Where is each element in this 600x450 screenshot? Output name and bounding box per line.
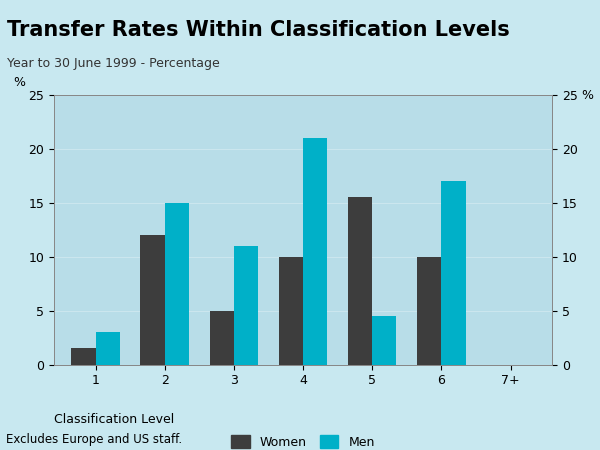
Bar xyxy=(372,316,397,364)
Bar xyxy=(279,256,303,365)
Text: Transfer Rates Within Classification Levels: Transfer Rates Within Classification Lev… xyxy=(7,20,510,40)
Bar xyxy=(417,256,442,365)
Y-axis label: %: % xyxy=(581,89,593,102)
Bar xyxy=(234,246,258,364)
Text: Excludes Europe and US staff.: Excludes Europe and US staff. xyxy=(6,432,182,446)
Bar xyxy=(442,181,466,364)
Bar xyxy=(209,310,234,365)
Bar xyxy=(95,332,120,365)
Bar xyxy=(71,348,95,364)
Legend: Women, Men: Women, Men xyxy=(226,430,380,450)
Bar xyxy=(164,202,189,364)
Bar xyxy=(303,138,327,364)
Bar xyxy=(140,235,164,364)
Bar xyxy=(348,197,372,364)
Text: Classification Level: Classification Level xyxy=(54,413,174,426)
Y-axis label: %: % xyxy=(13,76,25,89)
Text: Year to 30 June 1999 - Percentage: Year to 30 June 1999 - Percentage xyxy=(7,57,220,70)
